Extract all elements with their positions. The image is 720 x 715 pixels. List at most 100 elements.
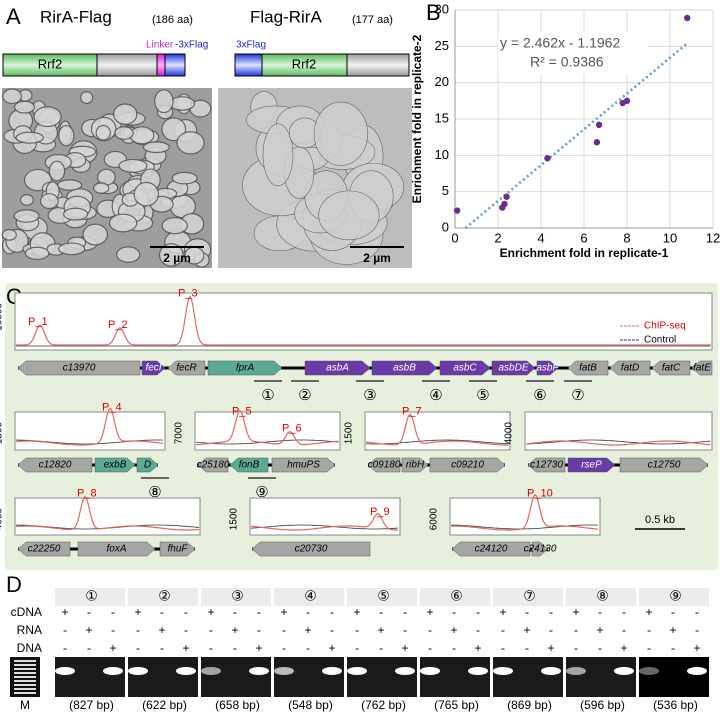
- domain-label: 3xFlag: [236, 40, 266, 51]
- gene-label: asbA: [326, 363, 349, 374]
- gene-arrow: [271, 457, 336, 473]
- sign: -: [428, 641, 432, 655]
- gene-arrow: [17, 457, 93, 473]
- point: [684, 14, 691, 22]
- panel-label: D: [6, 572, 22, 597]
- peak-label: P_4: [102, 402, 122, 414]
- gene-label: fecR: [176, 363, 197, 374]
- cell: [158, 243, 184, 267]
- region-label: ④: [429, 387, 442, 404]
- chip-signal: [195, 410, 339, 446]
- sign: -: [136, 641, 140, 655]
- sign: +: [109, 641, 116, 655]
- signal-box: [14, 292, 713, 351]
- size-label: (536 bp): [653, 698, 698, 712]
- region-label: ②: [158, 588, 171, 604]
- region-label: ①: [261, 387, 274, 404]
- sign: -: [233, 641, 237, 655]
- sign: -: [282, 623, 286, 637]
- sign: -: [403, 623, 407, 637]
- cell: [57, 242, 86, 256]
- sign: -: [87, 641, 91, 655]
- y-tick-label: 0: [442, 219, 449, 234]
- sign: -: [184, 623, 188, 637]
- sign: -: [574, 623, 578, 637]
- gene-label: c20730: [295, 544, 328, 555]
- y-max-label: 4000: [0, 508, 5, 531]
- region-label: ⑨: [255, 484, 268, 501]
- gel-band: [55, 667, 75, 675]
- gene-label: c24130: [524, 544, 557, 555]
- gel: [55, 657, 125, 697]
- sign: -: [452, 605, 456, 619]
- y-max-label: 1500: [0, 422, 5, 445]
- chip-signal: [451, 493, 599, 531]
- sign: +: [426, 605, 433, 619]
- gel-band: [395, 667, 415, 675]
- sign: +: [377, 623, 384, 637]
- gene-label: fecI: [145, 363, 161, 374]
- gene-arrow: [136, 457, 159, 473]
- gene-arrow: [429, 457, 506, 473]
- sign: -: [598, 605, 602, 619]
- sign: -: [330, 605, 334, 619]
- gene-label: asbC: [453, 363, 477, 374]
- gel-band: [103, 667, 123, 675]
- marker-band: [14, 688, 36, 690]
- row-label: DNA: [17, 641, 42, 655]
- gene-label: fatE: [693, 363, 711, 374]
- gene-arrow: [17, 360, 141, 376]
- y-tick-label: 20: [435, 74, 449, 89]
- marker-band: [14, 672, 36, 674]
- sign: -: [63, 623, 67, 637]
- gel-band: [541, 667, 561, 675]
- gel-band: [201, 667, 221, 675]
- gel: [639, 657, 709, 697]
- region-label: ⑥: [450, 588, 463, 604]
- gel-band: [614, 667, 634, 675]
- sign: -: [209, 641, 213, 655]
- y-max-label: 10000: [0, 303, 5, 331]
- header-bg: [55, 588, 125, 606]
- chip-signal: [15, 495, 200, 531]
- gel-band: [274, 667, 294, 675]
- sign: -: [622, 623, 626, 637]
- cell: [161, 217, 188, 235]
- gene-label: c22250: [28, 544, 61, 555]
- gene-label: c09180: [368, 460, 401, 471]
- cell: [15, 131, 44, 144]
- signal-box: [194, 411, 341, 451]
- gene-label: hmuPS: [287, 460, 320, 471]
- gene-label: fhuF: [167, 544, 188, 555]
- construct-length: (186 aa): [152, 14, 193, 26]
- chip-signal: [525, 440, 711, 446]
- y-tick-label: 10: [435, 147, 449, 162]
- header-bg: [128, 588, 198, 606]
- gene-label: fatC: [662, 363, 681, 374]
- gel: [128, 657, 198, 697]
- size-label: (622 bp): [142, 698, 187, 712]
- construct-length: (177 aa): [352, 14, 393, 26]
- gene-label: asbDE: [498, 363, 528, 374]
- trendline: [464, 42, 688, 229]
- size-label: (548 bp): [288, 698, 333, 712]
- region-label: ⑦: [523, 588, 536, 604]
- control-signal: [366, 439, 509, 445]
- sign: -: [379, 605, 383, 619]
- x-tick-label: 4: [537, 230, 544, 245]
- cell: [24, 246, 50, 260]
- y-tick-label: 25: [435, 38, 449, 53]
- domain: [234, 53, 263, 77]
- sign: +: [596, 623, 603, 637]
- chip-signal: [16, 295, 711, 346]
- x-tick-label: 6: [580, 230, 587, 245]
- gene-label: fatB: [579, 363, 597, 374]
- sign: +: [669, 623, 676, 637]
- gene-arrow: [531, 541, 549, 557]
- cell: [313, 101, 368, 166]
- peak-label: P_10: [527, 488, 553, 500]
- y-max-label: 6000: [429, 508, 440, 531]
- panel-label: B: [426, 0, 441, 25]
- y-max-label: 7000: [174, 422, 185, 445]
- gel: [493, 657, 563, 697]
